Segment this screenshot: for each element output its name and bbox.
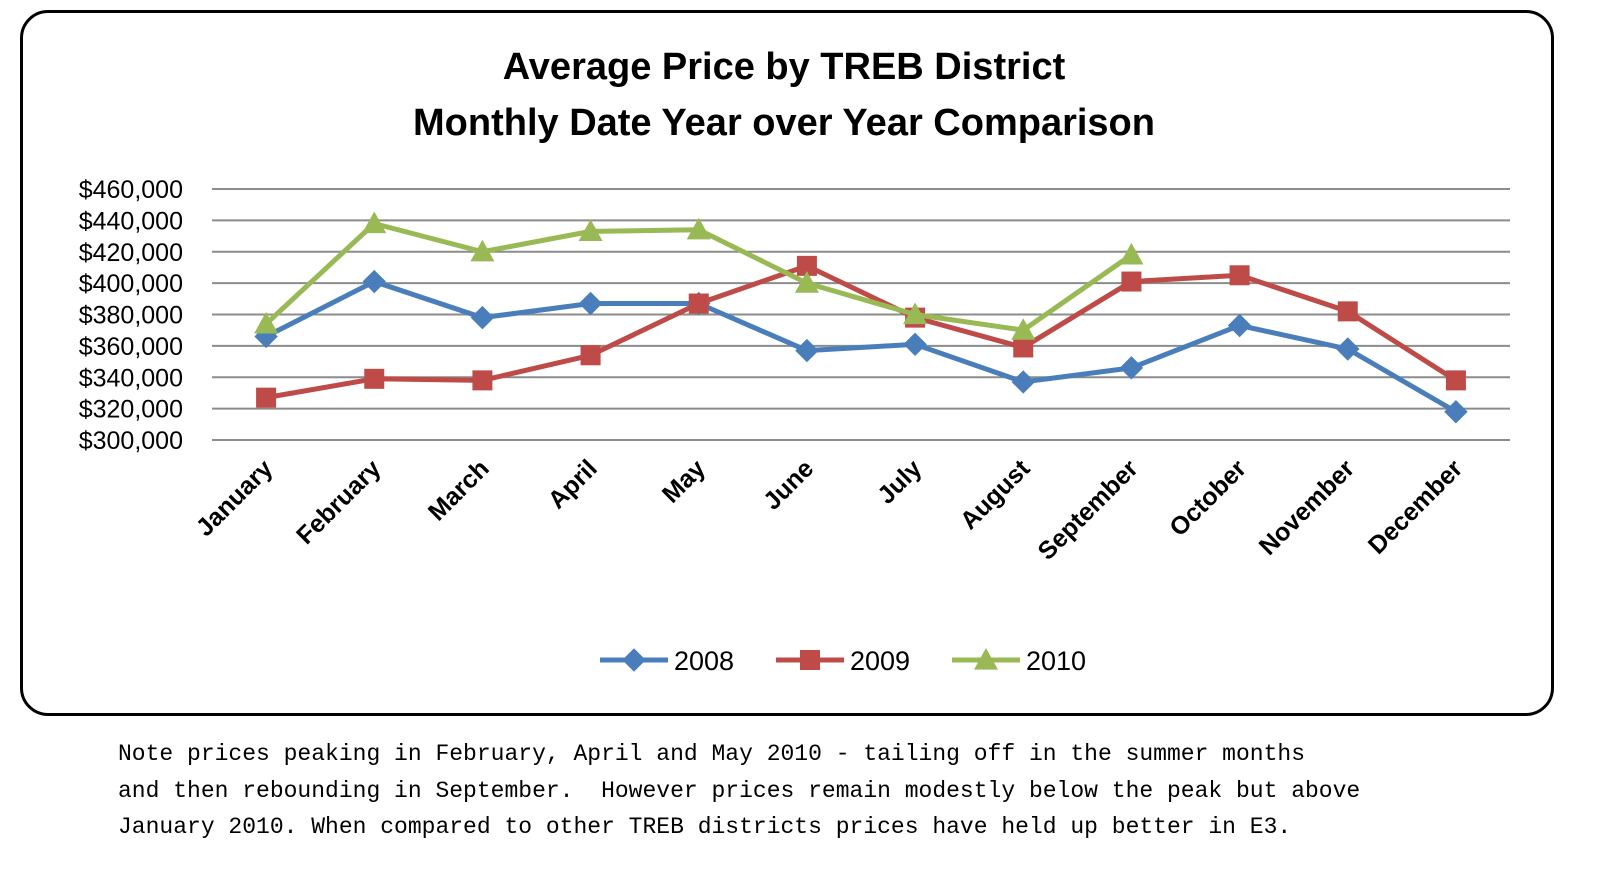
data-point xyxy=(795,338,819,363)
data-point xyxy=(796,255,817,276)
data-point xyxy=(800,650,820,670)
x-tick-label: December xyxy=(1363,454,1468,559)
chart-title: Average Price by TREB District Monthly D… xyxy=(413,46,1155,144)
chart-frame xyxy=(20,10,1554,716)
data-point xyxy=(688,293,709,314)
data-point xyxy=(472,370,493,391)
legend: 2008 2009 2010 xyxy=(600,646,1086,676)
y-axis-tick-labels: $300,000 $320,000 $340,000 $360,000 $380,000… xyxy=(79,176,183,455)
caption-note-line: Note prices peaking in February, April a… xyxy=(118,741,1305,767)
series-2009 xyxy=(256,255,1466,408)
line-chart: Average Price by TREB District Monthly D… xyxy=(79,46,1510,676)
data-point xyxy=(1336,337,1360,361)
x-tick-label: September xyxy=(1032,454,1143,565)
y-tick-label: $320,000 xyxy=(79,396,183,424)
data-point xyxy=(1119,242,1144,265)
data-point xyxy=(903,332,927,357)
data-point xyxy=(580,345,601,366)
x-tick-label: January xyxy=(191,454,279,542)
x-tick-label: October xyxy=(1164,454,1252,542)
data-point xyxy=(1227,313,1252,338)
data-point xyxy=(1445,370,1466,391)
data-point xyxy=(1444,400,1468,424)
y-tick-label: $360,000 xyxy=(79,333,183,361)
x-tick-label: July xyxy=(872,454,927,509)
data-point xyxy=(578,219,603,241)
chart-title-line-1: Average Price by TREB District xyxy=(503,46,1066,88)
data-point xyxy=(1337,301,1358,322)
caption-note-line: January 2010. When compared to other TRE… xyxy=(118,814,1292,840)
caption-note: Note prices peaking in February, April a… xyxy=(118,736,1578,846)
x-axis-tick-labels: January February March April May June July Augu… xyxy=(191,454,1469,566)
data-point xyxy=(1119,356,1144,380)
data-point xyxy=(686,217,711,240)
data-point xyxy=(622,648,646,672)
legend-item-2010: 2010 xyxy=(952,646,1086,676)
data-point xyxy=(364,368,385,389)
legend-item-2009: 2009 xyxy=(776,646,910,676)
x-tick-label: February xyxy=(291,454,387,550)
series-lines xyxy=(254,211,1468,424)
legend-label: 2010 xyxy=(1026,646,1086,676)
gridlines xyxy=(212,188,1510,441)
chart-title-line-2: Monthly Date Year over Year Comparison xyxy=(413,102,1155,144)
y-tick-label: $400,000 xyxy=(79,270,183,298)
data-point xyxy=(1121,271,1142,292)
data-point xyxy=(256,387,277,408)
data-point xyxy=(974,648,998,670)
y-tick-label: $440,000 xyxy=(79,207,183,235)
legend-label: 2008 xyxy=(674,646,734,676)
x-tick-label: March xyxy=(423,454,495,526)
x-tick-label: August xyxy=(955,454,1036,535)
data-point xyxy=(362,211,387,234)
data-point xyxy=(578,291,603,316)
y-tick-label: $460,000 xyxy=(79,176,183,204)
series-line xyxy=(263,263,1459,401)
data-point xyxy=(254,311,279,334)
y-tick-label: $300,000 xyxy=(79,427,183,455)
x-tick-label: June xyxy=(758,454,819,515)
data-point xyxy=(470,239,495,262)
series-2010 xyxy=(254,211,1144,340)
y-tick-label: $340,000 xyxy=(79,364,183,392)
series-line xyxy=(263,279,1459,415)
data-point xyxy=(1011,370,1035,394)
caption-note-line: and then rebounding in September. Howeve… xyxy=(118,777,1361,804)
legend-item-2008: 2008 xyxy=(600,646,734,676)
x-tick-label: November xyxy=(1254,454,1360,560)
data-point xyxy=(794,271,819,293)
y-tick-label: $380,000 xyxy=(79,302,183,330)
x-tick-label: April xyxy=(543,454,603,514)
data-point xyxy=(903,302,928,325)
data-point xyxy=(1011,318,1036,340)
data-point xyxy=(1013,337,1034,358)
x-tick-label: May xyxy=(657,454,711,508)
y-tick-label: $420,000 xyxy=(79,239,183,267)
series-2008 xyxy=(254,269,1468,424)
legend-label: 2009 xyxy=(850,646,910,676)
data-point xyxy=(1229,265,1250,286)
data-point xyxy=(470,305,495,330)
data-point xyxy=(362,269,386,294)
